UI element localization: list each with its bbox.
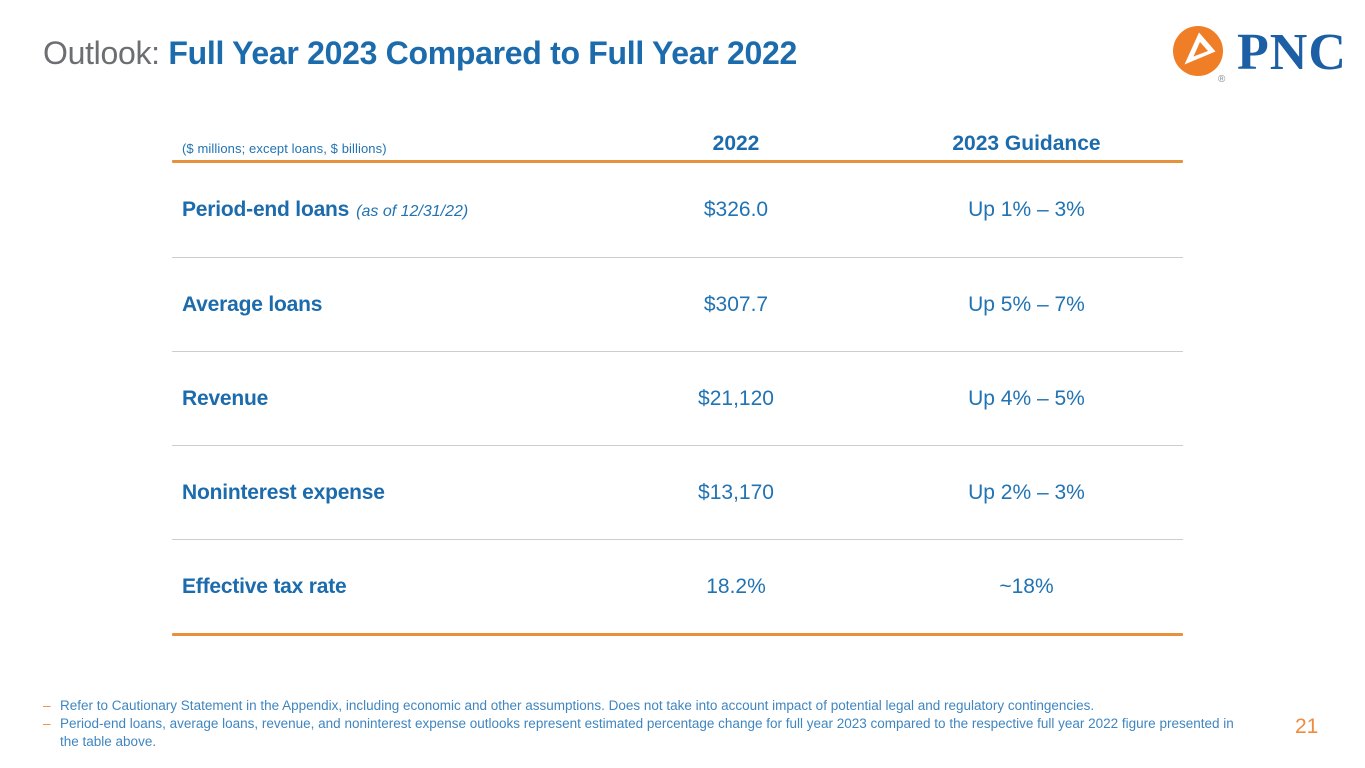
table-row-period-end-loans: Period-end loans (as of 12/31/22) $326.0 … xyxy=(172,163,1183,257)
pnc-wordmark: PNC xyxy=(1237,24,1347,81)
footnotes: – Refer to Cautionary Statement in the A… xyxy=(43,697,1248,750)
table-row-average-loans: Average loans $307.7 Up 5% – 7% xyxy=(172,257,1183,351)
table-row-effective-tax-rate: Effective tax rate 18.2% ~18% xyxy=(172,539,1183,633)
table-row-revenue: Revenue $21,120 Up 4% – 5% xyxy=(172,351,1183,445)
orange-rule-top xyxy=(172,160,1183,163)
cell-2022: $307.7 xyxy=(703,292,769,316)
cell-2022: $13,170 xyxy=(698,480,774,504)
pnc-logo: ® PNC xyxy=(1172,25,1347,83)
footnote-dash: – xyxy=(43,698,51,713)
cell-guidance: Up 1% – 3% xyxy=(968,198,1085,221)
column-header-2022: 2022 xyxy=(712,132,760,155)
pnc-triangle-icon: ® xyxy=(1173,26,1226,83)
footnote-1: – Refer to Cautionary Statement in the A… xyxy=(43,697,1248,715)
cell-guidance: ~18% xyxy=(999,574,1054,598)
cell-2022: 18.2% xyxy=(706,574,766,598)
row-label: Period-end loans (as of 12/31/22) xyxy=(182,198,469,221)
footnote-text: Period-end loans, average loans, revenue… xyxy=(60,715,1234,749)
cell-guidance: Up 4% – 5% xyxy=(968,386,1085,410)
cell-guidance: Up 5% – 7% xyxy=(968,292,1085,316)
row-label-note: (as of 12/31/22) xyxy=(356,203,469,220)
orange-rule-bottom xyxy=(172,633,1183,636)
page-title: Outlook: Full Year 2023 Compared to Full… xyxy=(43,34,797,72)
title-prefix: Outlook: xyxy=(43,35,169,71)
row-label: Noninterest expense xyxy=(182,480,385,504)
row-label: Average loans xyxy=(182,292,323,316)
row-label: Effective tax rate xyxy=(182,574,347,598)
footnote-text: Refer to Cautionary Statement in the App… xyxy=(60,698,1095,713)
title-main: Full Year 2023 Compared to Full Year 202… xyxy=(168,35,797,71)
page-number: 21 xyxy=(1295,715,1319,738)
units-note: ($ millions; except loans, $ billions) xyxy=(182,141,387,156)
registered-mark: ® xyxy=(1218,74,1226,83)
table-header-row: ($ millions; except loans, $ billions) 2… xyxy=(172,118,1183,160)
cell-2022: $21,120 xyxy=(698,386,774,410)
cell-2022: $326.0 xyxy=(703,198,769,221)
footnote-dash: – xyxy=(43,715,51,731)
footnote-2: – Period-end loans, average loans, reven… xyxy=(43,715,1248,751)
column-header-2023-guidance: 2023 Guidance xyxy=(952,132,1101,155)
table-row-noninterest-expense: Noninterest expense $13,170 Up 2% – 3% xyxy=(172,445,1183,539)
outlook-table: ($ millions; except loans, $ billions) 2… xyxy=(172,118,1183,636)
row-label: Revenue xyxy=(182,386,269,410)
cell-guidance: Up 2% – 3% xyxy=(968,480,1085,504)
